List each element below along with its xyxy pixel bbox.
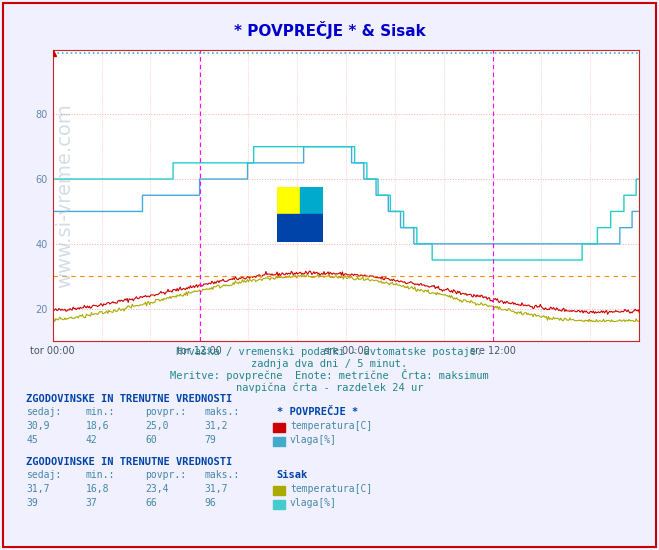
Text: 60: 60 <box>145 434 157 445</box>
Text: vlaga[%]: vlaga[%] <box>290 434 337 445</box>
Text: 79: 79 <box>204 434 216 445</box>
Text: 39: 39 <box>26 498 38 508</box>
Text: maks.:: maks.: <box>204 407 239 417</box>
Text: www.si-vreme.com: www.si-vreme.com <box>55 103 74 288</box>
Text: povpr.:: povpr.: <box>145 470 186 481</box>
Text: Sisak: Sisak <box>277 470 308 481</box>
Bar <box>300 187 323 214</box>
Text: Hrvaška / vremenski podatki - avtomatske postaje.: Hrvaška / vremenski podatki - avtomatske… <box>177 346 482 357</box>
Text: 31,7: 31,7 <box>204 484 228 494</box>
Text: * POVPREČJE *: * POVPREČJE * <box>277 407 358 417</box>
Text: temperatura[C]: temperatura[C] <box>290 484 372 494</box>
Bar <box>277 187 300 214</box>
Text: 31,7: 31,7 <box>26 484 50 494</box>
Text: zadnja dva dni / 5 minut.: zadnja dva dni / 5 minut. <box>251 359 408 369</box>
Text: ZGODOVINSKE IN TRENUTNE VREDNOSTI: ZGODOVINSKE IN TRENUTNE VREDNOSTI <box>26 456 233 467</box>
Text: 25,0: 25,0 <box>145 421 169 431</box>
Text: Meritve: povprečne  Enote: metrične  Črta: maksimum: Meritve: povprečne Enote: metrične Črta:… <box>170 369 489 381</box>
Text: 37: 37 <box>86 498 98 508</box>
Text: 96: 96 <box>204 498 216 508</box>
Text: 66: 66 <box>145 498 157 508</box>
Bar <box>277 214 323 242</box>
Text: * POVPREČJE * & Sisak: * POVPREČJE * & Sisak <box>234 21 425 38</box>
Text: vlaga[%]: vlaga[%] <box>290 498 337 508</box>
Text: 23,4: 23,4 <box>145 484 169 494</box>
Text: ZGODOVINSKE IN TRENUTNE VREDNOSTI: ZGODOVINSKE IN TRENUTNE VREDNOSTI <box>26 393 233 404</box>
Text: sedaj:: sedaj: <box>26 407 61 417</box>
Text: maks.:: maks.: <box>204 470 239 481</box>
Text: 45: 45 <box>26 434 38 445</box>
Text: min.:: min.: <box>86 407 115 417</box>
Text: 18,6: 18,6 <box>86 421 109 431</box>
Text: temperatura[C]: temperatura[C] <box>290 421 372 431</box>
Text: 30,9: 30,9 <box>26 421 50 431</box>
Text: min.:: min.: <box>86 470 115 481</box>
Text: 42: 42 <box>86 434 98 445</box>
Text: povpr.:: povpr.: <box>145 407 186 417</box>
Text: navpična črta - razdelek 24 ur: navpična črta - razdelek 24 ur <box>236 383 423 393</box>
Text: 31,2: 31,2 <box>204 421 228 431</box>
Text: 16,8: 16,8 <box>86 484 109 494</box>
Text: sedaj:: sedaj: <box>26 470 61 481</box>
